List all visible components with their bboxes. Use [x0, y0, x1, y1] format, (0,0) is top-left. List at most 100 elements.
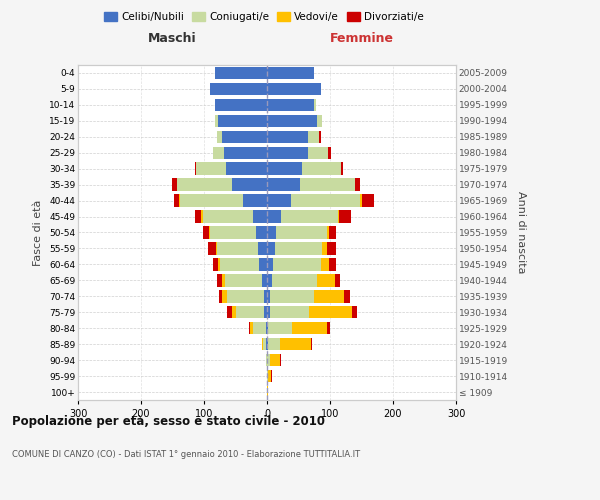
- Bar: [217, 242, 258, 254]
- Bar: [219, 290, 222, 302]
- Bar: [217, 130, 221, 143]
- Bar: [327, 242, 337, 254]
- Bar: [338, 210, 339, 223]
- Bar: [267, 178, 300, 191]
- Bar: [329, 226, 335, 238]
- Text: Popolazione per età, sesso e stato civile - 2010: Popolazione per età, sesso e stato civil…: [12, 415, 325, 428]
- Bar: [308, 146, 328, 159]
- Bar: [317, 274, 335, 286]
- Bar: [344, 290, 350, 302]
- Text: Femmine: Femmine: [329, 32, 394, 45]
- Bar: [267, 322, 268, 334]
- Bar: [302, 162, 341, 175]
- Bar: [224, 146, 267, 159]
- Bar: [226, 274, 262, 286]
- Bar: [352, 306, 357, 318]
- Bar: [267, 226, 277, 238]
- Bar: [209, 226, 211, 238]
- Bar: [175, 194, 179, 207]
- Bar: [267, 354, 270, 366]
- Bar: [213, 146, 224, 159]
- Bar: [267, 242, 275, 254]
- Bar: [311, 338, 313, 350]
- Bar: [172, 178, 177, 191]
- Bar: [329, 258, 335, 270]
- Bar: [227, 290, 264, 302]
- Bar: [280, 354, 281, 366]
- Bar: [259, 258, 267, 270]
- Bar: [360, 194, 361, 207]
- Bar: [218, 258, 220, 270]
- Bar: [292, 322, 327, 334]
- Bar: [267, 306, 270, 318]
- Bar: [253, 322, 266, 334]
- Bar: [267, 82, 320, 95]
- Bar: [280, 338, 311, 350]
- Bar: [267, 210, 281, 223]
- Bar: [177, 178, 232, 191]
- Bar: [262, 274, 267, 286]
- Bar: [179, 194, 180, 207]
- Bar: [217, 274, 222, 286]
- Bar: [267, 338, 268, 350]
- Bar: [222, 290, 227, 302]
- Text: COMUNE DI CANZO (CO) - Dati ISTAT 1° gennaio 2010 - Elaborazione TUTTITALIA.IT: COMUNE DI CANZO (CO) - Dati ISTAT 1° gen…: [12, 450, 360, 459]
- Bar: [195, 210, 202, 223]
- Bar: [281, 210, 338, 223]
- Bar: [309, 306, 352, 318]
- Bar: [218, 114, 267, 127]
- Bar: [211, 226, 256, 238]
- Bar: [202, 210, 203, 223]
- Bar: [270, 290, 314, 302]
- Bar: [227, 306, 232, 318]
- Bar: [267, 258, 274, 270]
- Bar: [236, 306, 264, 318]
- Bar: [341, 162, 343, 175]
- Bar: [222, 274, 226, 286]
- Bar: [327, 226, 329, 238]
- Bar: [320, 258, 329, 270]
- Bar: [267, 130, 308, 143]
- Bar: [262, 338, 263, 350]
- Bar: [264, 290, 267, 302]
- Bar: [180, 194, 243, 207]
- Bar: [215, 67, 267, 79]
- Bar: [249, 322, 250, 334]
- Bar: [203, 210, 253, 223]
- Text: Maschi: Maschi: [148, 32, 197, 45]
- Bar: [317, 114, 322, 127]
- Bar: [256, 226, 267, 238]
- Bar: [267, 370, 268, 382]
- Y-axis label: Anni di nascita: Anni di nascita: [517, 191, 526, 274]
- Bar: [267, 146, 308, 159]
- Bar: [267, 274, 272, 286]
- Y-axis label: Fasce di età: Fasce di età: [34, 200, 43, 266]
- Bar: [243, 194, 267, 207]
- Bar: [327, 322, 330, 334]
- Bar: [300, 178, 355, 191]
- Bar: [215, 98, 267, 111]
- Bar: [208, 242, 216, 254]
- Bar: [216, 242, 217, 254]
- Bar: [267, 386, 268, 398]
- Bar: [335, 274, 340, 286]
- Bar: [314, 98, 316, 111]
- Bar: [211, 82, 267, 95]
- Bar: [267, 290, 270, 302]
- Bar: [267, 194, 291, 207]
- Bar: [215, 114, 218, 127]
- Bar: [277, 226, 327, 238]
- Bar: [267, 67, 314, 79]
- Bar: [291, 194, 360, 207]
- Bar: [194, 162, 196, 175]
- Bar: [272, 274, 317, 286]
- Bar: [274, 258, 320, 270]
- Bar: [220, 258, 259, 270]
- Bar: [267, 162, 302, 175]
- Bar: [267, 98, 314, 111]
- Bar: [221, 130, 267, 143]
- Bar: [322, 242, 327, 254]
- Bar: [355, 178, 360, 191]
- Bar: [268, 338, 280, 350]
- Bar: [319, 130, 320, 143]
